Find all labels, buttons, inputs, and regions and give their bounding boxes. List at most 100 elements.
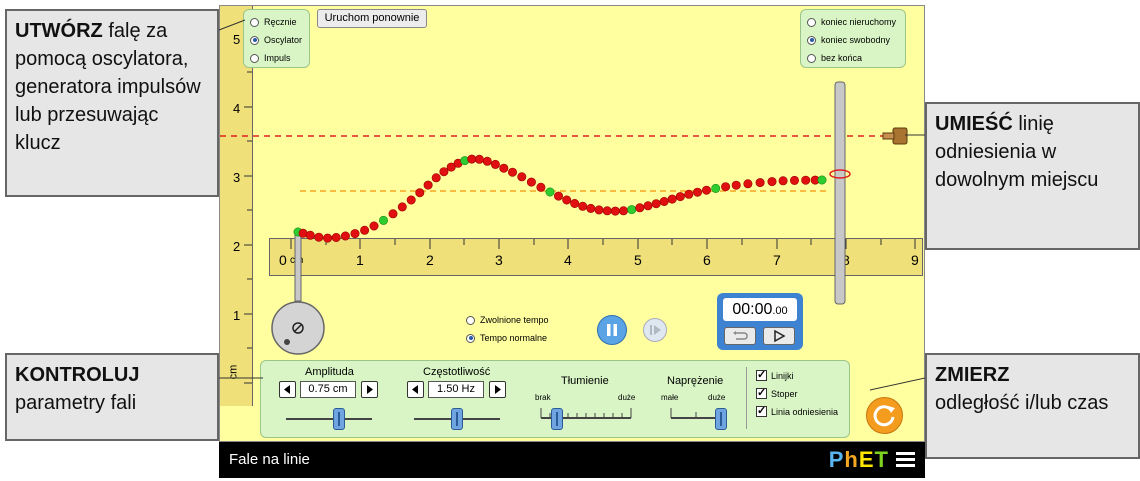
radio-normal-speed[interactable]	[466, 333, 475, 343]
step-button[interactable]	[643, 318, 667, 342]
amplitude-label: Amplituda	[305, 366, 354, 378]
wave-bead	[369, 221, 379, 231]
wave-bead	[627, 205, 637, 215]
frequency-value: 1.50 Hz	[428, 381, 484, 398]
arrow-left-icon	[412, 385, 418, 394]
wave-bead	[517, 172, 527, 182]
tension-min-label: małe	[661, 393, 679, 402]
wave-bead	[778, 176, 788, 186]
end-no-end-label: bez końca	[821, 53, 863, 63]
pause-button[interactable]	[597, 315, 627, 345]
wave-bead	[578, 201, 588, 211]
reset-all-button[interactable]	[866, 397, 903, 434]
hamburger-menu-icon[interactable]	[896, 452, 915, 468]
checkbox-stopwatch[interactable]: Stoper	[756, 386, 798, 399]
speed-normal[interactable]: Tempo normalne	[460, 329, 549, 347]
callout-measure: ZMIERZ odległość i/lub czas	[925, 353, 1140, 459]
mode-option-oscillator[interactable]: Oscylator	[244, 31, 309, 49]
check-icon[interactable]	[756, 386, 767, 399]
hruler-unit: cm	[290, 255, 304, 266]
callout-measure-bold: ZMIERZ	[935, 364, 1010, 386]
checkbox-rulers-label: Linijki	[771, 370, 794, 381]
wave-bead	[721, 182, 731, 192]
vruler-label-5: 5	[233, 32, 241, 47]
phet-logo[interactable]: PhET	[828, 447, 889, 472]
wave-bead	[684, 189, 694, 199]
end-option-loose[interactable]: koniec swobodny	[801, 31, 905, 49]
vruler-label-3: 3	[233, 170, 241, 185]
radio-oscillator[interactable]	[250, 35, 259, 45]
wave-bead	[439, 167, 449, 177]
radio-loose-end[interactable]	[807, 35, 816, 45]
wave-bead	[711, 183, 721, 193]
radio-manual[interactable]	[250, 17, 259, 27]
checkbox-reference-line-label: Linia odniesienia	[771, 406, 839, 417]
reset-arrow-icon	[733, 331, 748, 340]
restart-button[interactable]: Uruchom ponownie	[317, 9, 427, 28]
speed-normal-label: Tempo normalne	[480, 333, 548, 343]
tension-slider-thumb[interactable]	[715, 408, 727, 430]
simulation-area: 5 4 3 2 1 cm Ręcznie Oscylator Impuls Ur…	[219, 5, 925, 442]
arrow-right-icon	[367, 385, 373, 394]
radio-pulse[interactable]	[250, 53, 259, 63]
wave-bead	[350, 229, 360, 239]
arrow-left-icon	[284, 385, 290, 394]
wave-bead	[618, 206, 628, 216]
amplitude-slider-thumb[interactable]	[333, 408, 345, 430]
hruler-label-7: 7	[773, 252, 781, 268]
callout-create: UTWÓRZ falę za pomocą oscylatora, genera…	[5, 9, 219, 197]
wave-bead	[755, 178, 765, 188]
speed-slow-label: Zwolnione tempo	[480, 315, 549, 325]
callout-place-bold: UMIEŚĆ	[935, 113, 1013, 135]
vruler-label-4: 4	[233, 101, 241, 116]
radio-fixed-end[interactable]	[807, 17, 816, 27]
stopwatch-play-button[interactable]	[763, 327, 795, 345]
mode-option-pulse[interactable]: Impuls	[244, 49, 309, 67]
hruler-label-4: 4	[564, 252, 572, 268]
checkbox-rulers[interactable]: Linijki	[756, 368, 794, 381]
frequency-slider-thumb[interactable]	[451, 408, 463, 430]
mode-option-manual[interactable]: Ręcznie	[244, 13, 309, 31]
stopwatch[interactable]: 00:00.00	[717, 293, 803, 350]
wave-bead	[586, 203, 596, 213]
checkbox-stopwatch-label: Stoper	[771, 388, 798, 399]
wave-bead	[553, 191, 563, 201]
wave-bead	[397, 202, 407, 212]
end-option-fixed[interactable]: koniec nieruchomy	[801, 13, 905, 31]
wave-bead	[499, 163, 509, 173]
wave-bead	[701, 185, 711, 195]
amplitude-increase-button[interactable]	[361, 381, 378, 398]
vruler-unit: cm	[227, 364, 240, 380]
wave-bead	[467, 154, 477, 164]
end-option-no-end[interactable]: bez końca	[801, 49, 905, 67]
checkbox-reference-line[interactable]: Linia odniesienia	[756, 404, 839, 417]
stopwatch-reset-button[interactable]	[724, 327, 756, 345]
reference-line-handle[interactable]	[882, 127, 908, 145]
horizontal-ruler[interactable]: 0 cm 1 2 3 4 5 6 7 8 9	[269, 238, 923, 276]
check-icon[interactable]	[756, 368, 767, 381]
pause-icon	[607, 324, 617, 336]
callout-control: KONTROLUJ parametry fali	[5, 353, 219, 441]
callout-control-bold: KONTROLUJ	[15, 364, 140, 386]
amplitude-slider-track[interactable]	[286, 418, 372, 420]
callout-place: UMIEŚĆ linię odniesienia w dowolnym miej…	[925, 102, 1140, 250]
radio-slow-motion[interactable]	[466, 315, 475, 325]
check-icon[interactable]	[756, 404, 767, 417]
mode-oscillator-label: Oscylator	[264, 35, 303, 45]
amplitude-decrease-button[interactable]	[279, 381, 296, 398]
wave-bead	[743, 179, 753, 189]
play-icon	[774, 329, 786, 343]
step-forward-icon	[650, 325, 661, 335]
mode-panel: Ręcznie Oscylator Impuls	[243, 9, 310, 68]
frequency-decrease-button[interactable]	[407, 381, 424, 398]
end-fixed-label: koniec nieruchomy	[821, 17, 897, 27]
mode-pulse-label: Impuls	[264, 53, 291, 63]
callout-control-text: parametry fali	[15, 392, 137, 414]
stopwatch-display: 00:00.00	[723, 298, 797, 321]
radio-no-end[interactable]	[807, 53, 816, 63]
frequency-increase-button[interactable]	[489, 381, 506, 398]
damping-slider-thumb[interactable]	[551, 408, 563, 430]
vertical-ruler[interactable]: 5 4 3 2 1 cm	[220, 6, 253, 406]
hruler-label-1: 1	[356, 252, 364, 268]
speed-slow[interactable]: Zwolnione tempo	[460, 311, 549, 329]
